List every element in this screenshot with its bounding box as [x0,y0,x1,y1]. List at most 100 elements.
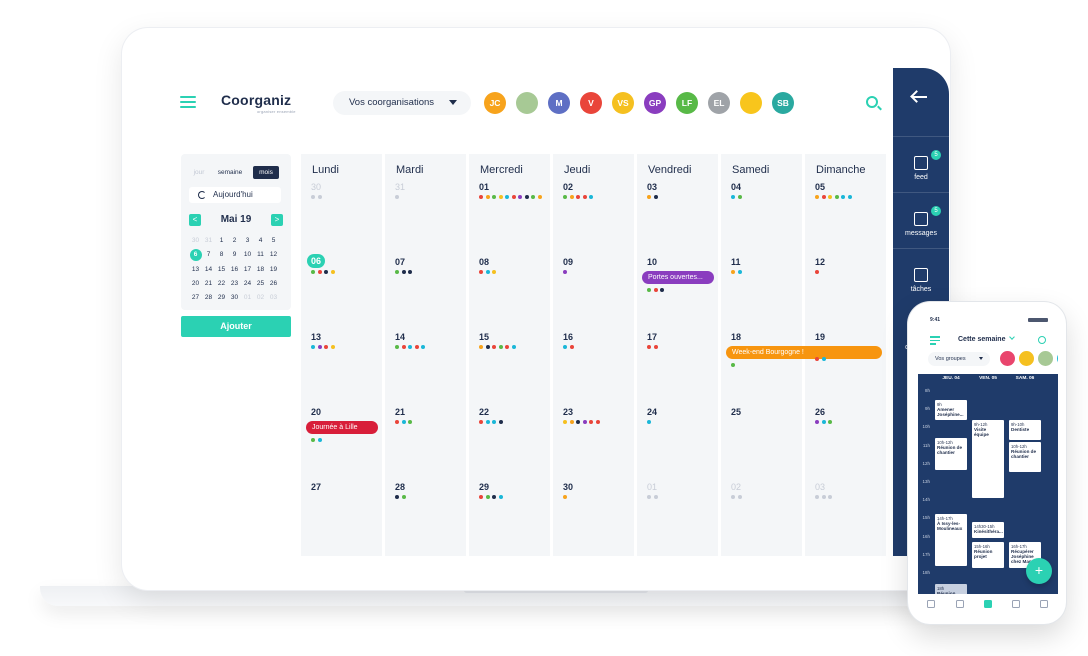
phone-event-card[interactable]: 9h Amener Joséphine... [935,400,967,420]
mini-calendar-day[interactable]: 27 [191,294,200,302]
calendar-day-cell[interactable]: 10 [637,257,718,332]
mini-calendar-day[interactable]: 24 [243,279,252,287]
sidebar-item-feed[interactable]: feed 5 [893,150,949,181]
organisations-select[interactable]: Vos coorganisations [333,91,471,115]
phone-event-card[interactable]: 15h-16h Réunion projet [972,542,1004,568]
mini-calendar-day[interactable]: 28 [204,294,213,302]
calendar-day-cell[interactable]: 30 [301,182,382,257]
mini-calendar-day[interactable]: 9 [232,251,237,259]
calendar-day-cell[interactable]: 03 [637,182,718,257]
mini-calendar-day[interactable]: 5 [271,237,276,244]
mini-calendar-day[interactable]: 26 [269,279,278,287]
mini-calendar-day[interactable]: 8 [219,251,224,259]
mini-calendar-day[interactable]: 7 [206,251,211,259]
member-avatar[interactable]: VS [612,92,634,114]
phone-menu-icon[interactable] [930,336,940,345]
calendar-day-cell[interactable]: 01 [469,182,550,257]
view-week-button[interactable]: semaine [217,169,243,176]
event-bar[interactable]: Portes ouvertes... [642,271,714,284]
calendar-day-cell[interactable]: 05 [805,182,886,257]
calendar-day-cell[interactable]: 01 [637,482,718,557]
calendar-day-cell[interactable]: 22 [469,407,550,482]
phone-avatar[interactable] [1000,351,1015,366]
mini-calendar-day[interactable]: 12 [269,251,278,259]
phone-event-card[interactable]: 14h30-15h Kinésithéra... [972,522,1004,538]
calendar-day-cell[interactable]: 08 [469,257,550,332]
mini-calendar-day[interactable]: 30 [230,294,239,302]
calendar-day-cell[interactable]: 03 [805,482,886,557]
calendar-day-cell[interactable]: 16 [553,332,634,407]
view-day-button[interactable]: jour [193,169,205,176]
search-icon[interactable] [866,96,878,108]
mini-calendar-day[interactable]: 4 [258,237,263,244]
mini-calendar-day[interactable]: 10 [243,251,252,259]
calendar-day-cell[interactable]: 02 [553,182,634,257]
home-tab-icon[interactable] [927,600,935,608]
event-bar[interactable]: Week-end Bourgogne ! [726,346,882,359]
member-avatar[interactable]: M [548,92,570,114]
member-avatar[interactable]: LF [676,92,698,114]
phone-week-select[interactable]: Cette semaine [958,334,1016,343]
tasks-tab-icon[interactable] [1012,600,1020,608]
mini-calendar-day[interactable]: 31 [204,237,213,244]
messages-tab-icon[interactable] [956,600,964,608]
calendar-day-cell[interactable]: 30 [553,482,634,557]
member-avatar[interactable] [516,92,538,114]
calendar-day-cell[interactable]: 17 [637,332,718,407]
member-avatar[interactable]: JC [484,92,506,114]
hamburger-menu-icon[interactable] [180,96,196,108]
calendar-day-cell[interactable]: 21 [385,407,466,482]
mini-calendar-day[interactable]: 21 [204,279,213,287]
member-avatar[interactable]: EL [708,92,730,114]
mini-calendar-day[interactable]: 03 [269,294,278,302]
mini-calendar-day[interactable]: 19 [269,265,278,273]
mini-calendar-day[interactable]: 11 [257,251,264,259]
calendar-day-cell[interactable]: 14 [385,332,466,407]
calendar-day-cell[interactable]: 24 [637,407,718,482]
calendar-day-cell[interactable]: 28 [385,482,466,557]
notes-tab-icon[interactable] [1040,600,1048,608]
mini-calendar-day[interactable]: 25 [256,279,265,287]
calendar-day-cell[interactable]: 09 [553,257,634,332]
member-avatar[interactable]: V [580,92,602,114]
phone-groups-select[interactable]: Vos groupes [928,352,990,366]
calendar-day-cell[interactable]: 20 [301,407,382,482]
calendar-day-cell[interactable]: 02 [721,482,802,557]
mini-calendar-day[interactable]: 1 [219,237,224,244]
prev-month-button[interactable]: < [189,214,201,226]
mini-calendar-day[interactable]: 30 [191,237,200,244]
mini-calendar-day[interactable]: 18 [256,265,265,273]
phone-event-card[interactable]: 10h-12h Réunion de chantier [1009,442,1041,472]
mini-calendar-day[interactable]: 2 [232,237,237,244]
calendar-day-cell[interactable]: 13 [301,332,382,407]
member-avatar[interactable]: GP [644,92,666,114]
phone-avatar[interactable] [1019,351,1034,366]
calendar-day-cell[interactable]: 31 [385,182,466,257]
mini-calendar-day[interactable]: 01 [243,294,252,302]
event-bar[interactable]: Journée à Lille [306,421,378,434]
calendar-day-cell[interactable]: 12 [805,257,886,332]
mini-calendar-day[interactable]: 15 [217,265,226,273]
phone-add-button[interactable]: + [1026,558,1052,584]
mini-calendar-day[interactable]: 13 [191,265,200,273]
mini-calendar-day[interactable]: 16 [230,265,239,273]
next-month-button[interactable]: > [271,214,283,226]
phone-event-card[interactable]: 10h-12h Réunion de chantier [935,438,967,470]
mini-calendar-day[interactable]: 6 [189,248,202,262]
mini-calendar-day[interactable]: 3 [245,237,250,244]
phone-avatar[interactable] [1057,351,1058,366]
calendar-day-cell[interactable]: 07 [385,257,466,332]
calendar-day-cell[interactable]: 27 [301,482,382,557]
calendar-day-cell[interactable]: 06 [301,254,382,332]
today-button[interactable]: Aujourd'hui [189,187,281,203]
mini-calendar-day[interactable]: 23 [230,279,239,287]
calendar-day-cell[interactable]: 15 [469,332,550,407]
phone-event-card[interactable]: 9h-10h Dentiste [1009,420,1041,440]
phone-event-card[interactable]: 9h-12h Visite équipe [972,420,1004,498]
sidebar-item-messages[interactable]: messages 5 [893,206,949,237]
calendar-tab-icon[interactable] [984,600,992,608]
view-month-button[interactable]: mois [253,166,279,179]
member-avatar[interactable]: SB [772,92,794,114]
mini-calendar-day[interactable]: 17 [243,265,252,273]
calendar-day-cell[interactable]: 26 [805,407,886,482]
